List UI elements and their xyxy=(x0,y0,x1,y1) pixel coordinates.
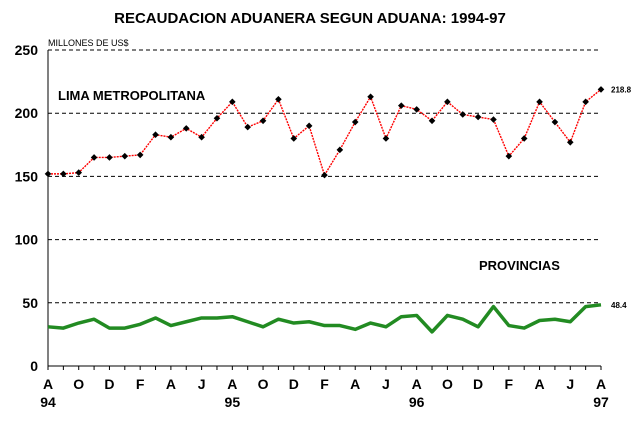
y-tick-label-100: 100 xyxy=(15,232,39,248)
data-point-lima xyxy=(520,135,528,142)
data-point-lima xyxy=(413,106,420,113)
x-tick-label-year-97: 97 xyxy=(593,394,609,410)
data-point-lima xyxy=(582,98,589,106)
x-tick-label-month: O xyxy=(442,376,453,392)
data-point-lima xyxy=(213,114,221,122)
series-label-lima-metropolitana: LIMA METROPOLITANA xyxy=(58,88,206,103)
x-tick-label-month: D xyxy=(473,376,483,392)
data-point-lima xyxy=(444,98,451,106)
data-point-lima xyxy=(259,117,267,125)
y-tick-label-200: 200 xyxy=(15,105,39,121)
x-tick-label-month: O xyxy=(73,376,84,392)
data-point-lima xyxy=(152,131,159,138)
y-tick-label-150: 150 xyxy=(15,168,39,184)
y-tick-label-0: 0 xyxy=(30,358,38,374)
x-tick-label-month: D xyxy=(104,376,114,392)
x-tick-label-year-94: 94 xyxy=(40,394,56,410)
x-tick-label-month: J xyxy=(382,376,390,392)
chart-labels: 0 50 100 150 200 250 A O D F A J A O D F A J A O D F A J A 94 95 96… xyxy=(15,42,632,410)
data-point-lima xyxy=(44,170,52,178)
x-tick-label-month: A xyxy=(534,376,544,392)
data-point-lima xyxy=(459,111,467,118)
data-point-lima xyxy=(505,152,513,160)
data-point-lima xyxy=(229,98,236,106)
x-tick-label-month: A xyxy=(43,376,53,392)
data-point-lima xyxy=(290,135,298,142)
data-point-lima xyxy=(167,133,175,141)
data-point-lima xyxy=(490,116,497,123)
x-tick-label-month: A xyxy=(412,376,422,392)
axes xyxy=(47,50,602,370)
x-tick-label-month: F xyxy=(136,376,145,392)
x-tick-label-month: J xyxy=(198,376,206,392)
data-point-lima xyxy=(336,146,344,154)
data-point-lima xyxy=(60,170,67,178)
data-point-lima xyxy=(551,118,559,126)
y-axis-unit-label: MILLONES DE US$ xyxy=(48,38,129,48)
data-point-lima xyxy=(75,169,83,176)
data-point-lima xyxy=(367,93,374,101)
x-tick-label-month: O xyxy=(258,376,269,392)
data-point-lima xyxy=(305,122,313,130)
data-point-lima xyxy=(275,95,282,103)
data-point-lima xyxy=(198,133,205,141)
data-markers xyxy=(44,86,605,179)
data-point-lima xyxy=(182,125,190,132)
data-point-lima xyxy=(106,154,113,161)
data-point-lima xyxy=(121,152,129,160)
data-point-lima xyxy=(136,151,144,159)
series-line-provincias xyxy=(47,303,602,334)
x-tick-label-month: A xyxy=(227,376,237,392)
data-point-lima xyxy=(474,113,482,121)
x-tick-label-month: F xyxy=(505,376,514,392)
data-point-lima xyxy=(351,118,359,126)
data-point-lima xyxy=(597,86,605,93)
data-point-lima xyxy=(321,171,328,179)
x-tick-label-month: F xyxy=(320,376,329,392)
x-tick-label-month: A xyxy=(350,376,360,392)
y-tick-label-50: 50 xyxy=(22,295,38,311)
data-point-lima xyxy=(428,117,436,125)
x-tick-label-month: D xyxy=(289,376,299,392)
series-lines xyxy=(47,88,602,334)
data-point-lima xyxy=(90,154,98,161)
data-point-lima xyxy=(382,135,390,142)
data-point-lima xyxy=(398,102,405,109)
x-tick-label-year-95: 95 xyxy=(225,394,241,410)
data-point-lima xyxy=(244,123,251,131)
end-value-label-lima: 218.8 xyxy=(611,85,632,94)
x-tick-label-month: A xyxy=(166,376,176,392)
series-label-provincias: PROVINCIAS xyxy=(479,258,560,273)
data-point-lima xyxy=(536,98,543,106)
x-tick-label-month: A xyxy=(596,376,606,392)
data-point-lima xyxy=(566,138,574,146)
chart-title: RECAUDACION ADUANERA SEGUN ADUANA: 1994-… xyxy=(114,10,506,27)
x-tick-label-month: J xyxy=(566,376,574,392)
y-tick-label-250: 250 xyxy=(15,42,39,58)
end-value-label-provincias: 48.4 xyxy=(611,301,627,310)
x-tick-label-year-96: 96 xyxy=(409,394,425,410)
